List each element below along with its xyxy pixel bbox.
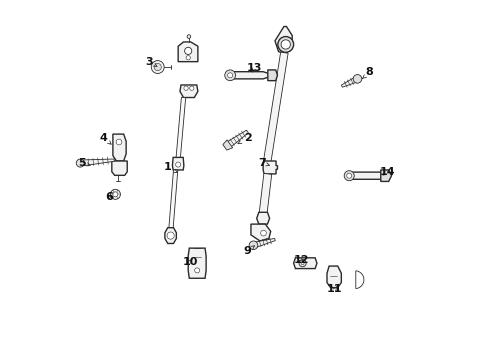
Polygon shape (259, 174, 271, 213)
Text: 10: 10 (182, 257, 197, 267)
Circle shape (224, 70, 235, 81)
Circle shape (110, 189, 120, 199)
Text: 14: 14 (379, 167, 394, 177)
Polygon shape (172, 157, 183, 170)
Circle shape (113, 192, 118, 197)
Circle shape (154, 63, 161, 71)
Text: 2: 2 (238, 133, 251, 144)
Circle shape (185, 55, 190, 60)
Circle shape (116, 139, 122, 145)
Circle shape (352, 75, 361, 83)
Circle shape (260, 230, 266, 236)
Circle shape (167, 232, 174, 239)
Circle shape (184, 47, 191, 54)
Text: 4: 4 (100, 133, 111, 144)
Polygon shape (326, 266, 341, 288)
Circle shape (183, 86, 188, 90)
Polygon shape (380, 170, 391, 181)
Circle shape (76, 159, 84, 167)
Circle shape (187, 35, 190, 39)
Polygon shape (176, 97, 185, 159)
Text: 12: 12 (293, 255, 308, 265)
Text: 3: 3 (145, 57, 157, 67)
Circle shape (281, 40, 290, 49)
Polygon shape (293, 258, 316, 269)
Text: 7: 7 (257, 158, 269, 168)
Polygon shape (252, 238, 275, 248)
Polygon shape (256, 212, 269, 224)
Polygon shape (263, 161, 277, 174)
Circle shape (298, 260, 305, 267)
Polygon shape (83, 159, 114, 166)
Polygon shape (341, 76, 358, 87)
Polygon shape (348, 172, 384, 179)
Text: 1: 1 (163, 162, 177, 172)
Text: 13: 13 (246, 63, 262, 73)
Polygon shape (223, 140, 232, 150)
Text: 8: 8 (362, 67, 372, 78)
Polygon shape (113, 134, 126, 161)
Circle shape (249, 241, 257, 249)
Circle shape (175, 162, 180, 167)
Circle shape (277, 37, 293, 52)
Circle shape (301, 262, 304, 265)
Circle shape (194, 268, 199, 273)
Text: 6: 6 (105, 192, 113, 202)
Text: 11: 11 (326, 284, 342, 294)
Polygon shape (262, 52, 287, 166)
Circle shape (151, 60, 164, 73)
Polygon shape (180, 85, 198, 98)
Polygon shape (355, 271, 363, 288)
Polygon shape (230, 72, 268, 79)
Polygon shape (274, 27, 292, 53)
Polygon shape (250, 224, 270, 241)
Text: 5: 5 (79, 158, 90, 168)
Circle shape (189, 86, 194, 90)
Circle shape (346, 173, 351, 178)
Polygon shape (164, 228, 176, 243)
Polygon shape (112, 161, 127, 175)
Polygon shape (226, 130, 248, 148)
Polygon shape (267, 70, 277, 81)
Polygon shape (178, 42, 198, 62)
Polygon shape (188, 248, 206, 278)
Text: 9: 9 (243, 246, 254, 256)
Circle shape (344, 171, 353, 181)
Polygon shape (168, 170, 178, 229)
Circle shape (227, 73, 232, 78)
